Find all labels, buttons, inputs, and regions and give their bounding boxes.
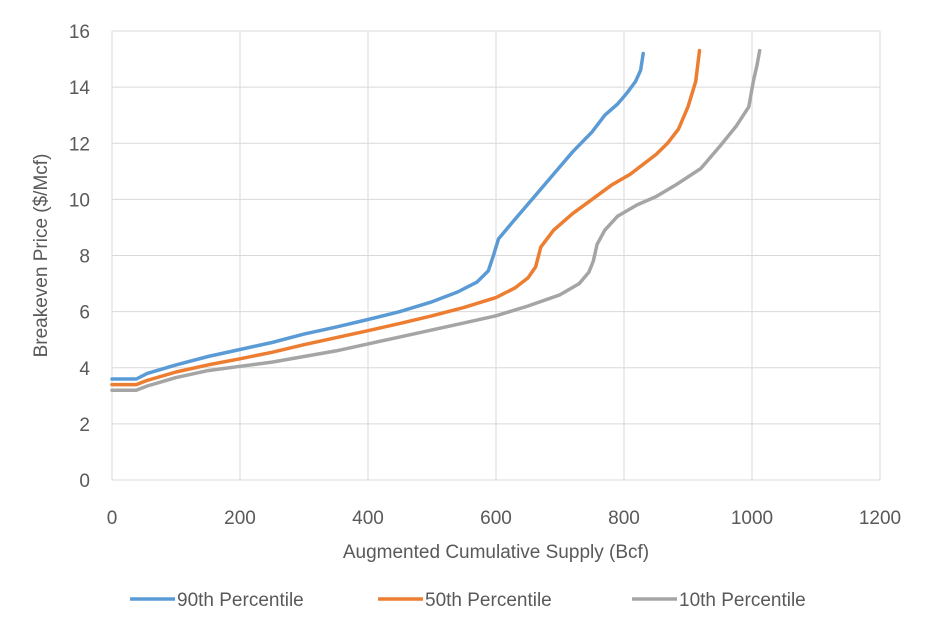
x-axis-title: Augmented Cumulative Supply (Bcf) <box>343 542 649 563</box>
y-axis-title: Breakeven Price ($/Mcf) <box>31 154 52 358</box>
series-line-10th-percentile <box>110 48 762 392</box>
x-tick-label: 200 <box>224 508 256 529</box>
y-tick-label: 6 <box>79 303 90 324</box>
y-tick-label: 0 <box>79 471 90 492</box>
x-tick-label: 1000 <box>731 508 773 529</box>
y-tick-label: 12 <box>69 134 90 155</box>
y-tick-label: 10 <box>69 190 90 211</box>
gridlines <box>111 30 881 481</box>
legend-label-50th-percentile: 50th Percentile <box>425 590 552 611</box>
x-tick-label: 800 <box>608 508 640 529</box>
series-line-90th-percentile <box>110 51 645 381</box>
y-tick-label: 4 <box>79 359 90 380</box>
y-tick-label: 2 <box>79 415 90 436</box>
legend-label-90th-percentile: 90th Percentile <box>177 590 304 611</box>
y-tick-label: 16 <box>69 22 90 43</box>
series-lines <box>110 48 762 392</box>
legend: 90th Percentile 50th Percentile 10th Perce… <box>130 590 806 611</box>
y-tick-label: 8 <box>79 247 90 268</box>
y-tick-label: 14 <box>69 78 91 99</box>
x-tick-label: 0 <box>107 508 118 529</box>
legend-label-10th-percentile: 10th Percentile <box>679 590 806 611</box>
x-tick-label: 400 <box>352 508 384 529</box>
x-tick-label: 600 <box>480 508 512 529</box>
x-tick-label: 1200 <box>859 508 901 529</box>
series-line-50th-percentile <box>110 48 702 387</box>
tick-labels: 0 200 400 600 800 1000 1200 0 2 4 6 8 10 12 14 16 <box>69 22 901 529</box>
